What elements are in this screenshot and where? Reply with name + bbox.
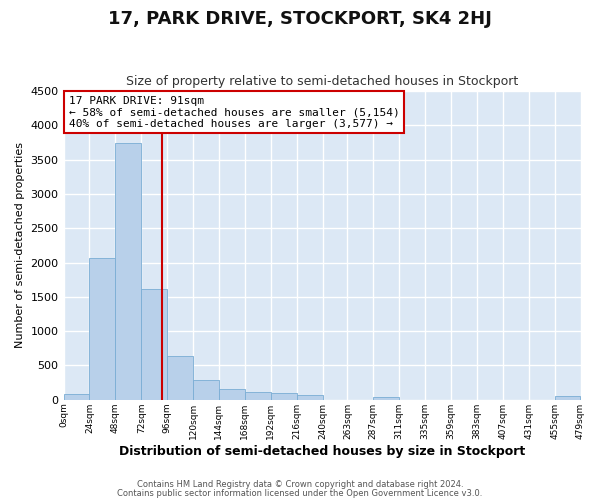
Bar (193, 380, 219, 400)
Bar (245, 392, 271, 400)
X-axis label: Distribution of semi-detached houses by size in Stockport: Distribution of semi-detached houses by … (119, 444, 525, 458)
Title: Size of property relative to semi-detached houses in Stockport: Size of property relative to semi-detach… (126, 76, 518, 88)
Bar (115, 142, 141, 400)
Bar (296, 395, 323, 400)
Bar (167, 356, 193, 400)
Bar (64, 394, 89, 400)
Bar (141, 288, 167, 400)
Bar (271, 393, 296, 400)
Bar (373, 397, 399, 400)
Text: 17 PARK DRIVE: 91sqm
← 58% of semi-detached houses are smaller (5,154)
40% of se: 17 PARK DRIVE: 91sqm ← 58% of semi-detac… (69, 96, 400, 129)
Bar (554, 396, 580, 400)
Y-axis label: Number of semi-detached properties: Number of semi-detached properties (15, 142, 25, 348)
Bar (219, 389, 245, 400)
Text: 17, PARK DRIVE, STOCKPORT, SK4 2HJ: 17, PARK DRIVE, STOCKPORT, SK4 2HJ (108, 10, 492, 28)
Text: Contains public sector information licensed under the Open Government Licence v3: Contains public sector information licen… (118, 488, 482, 498)
Text: Contains HM Land Registry data © Crown copyright and database right 2024.: Contains HM Land Registry data © Crown c… (137, 480, 463, 489)
Bar (89, 258, 115, 400)
